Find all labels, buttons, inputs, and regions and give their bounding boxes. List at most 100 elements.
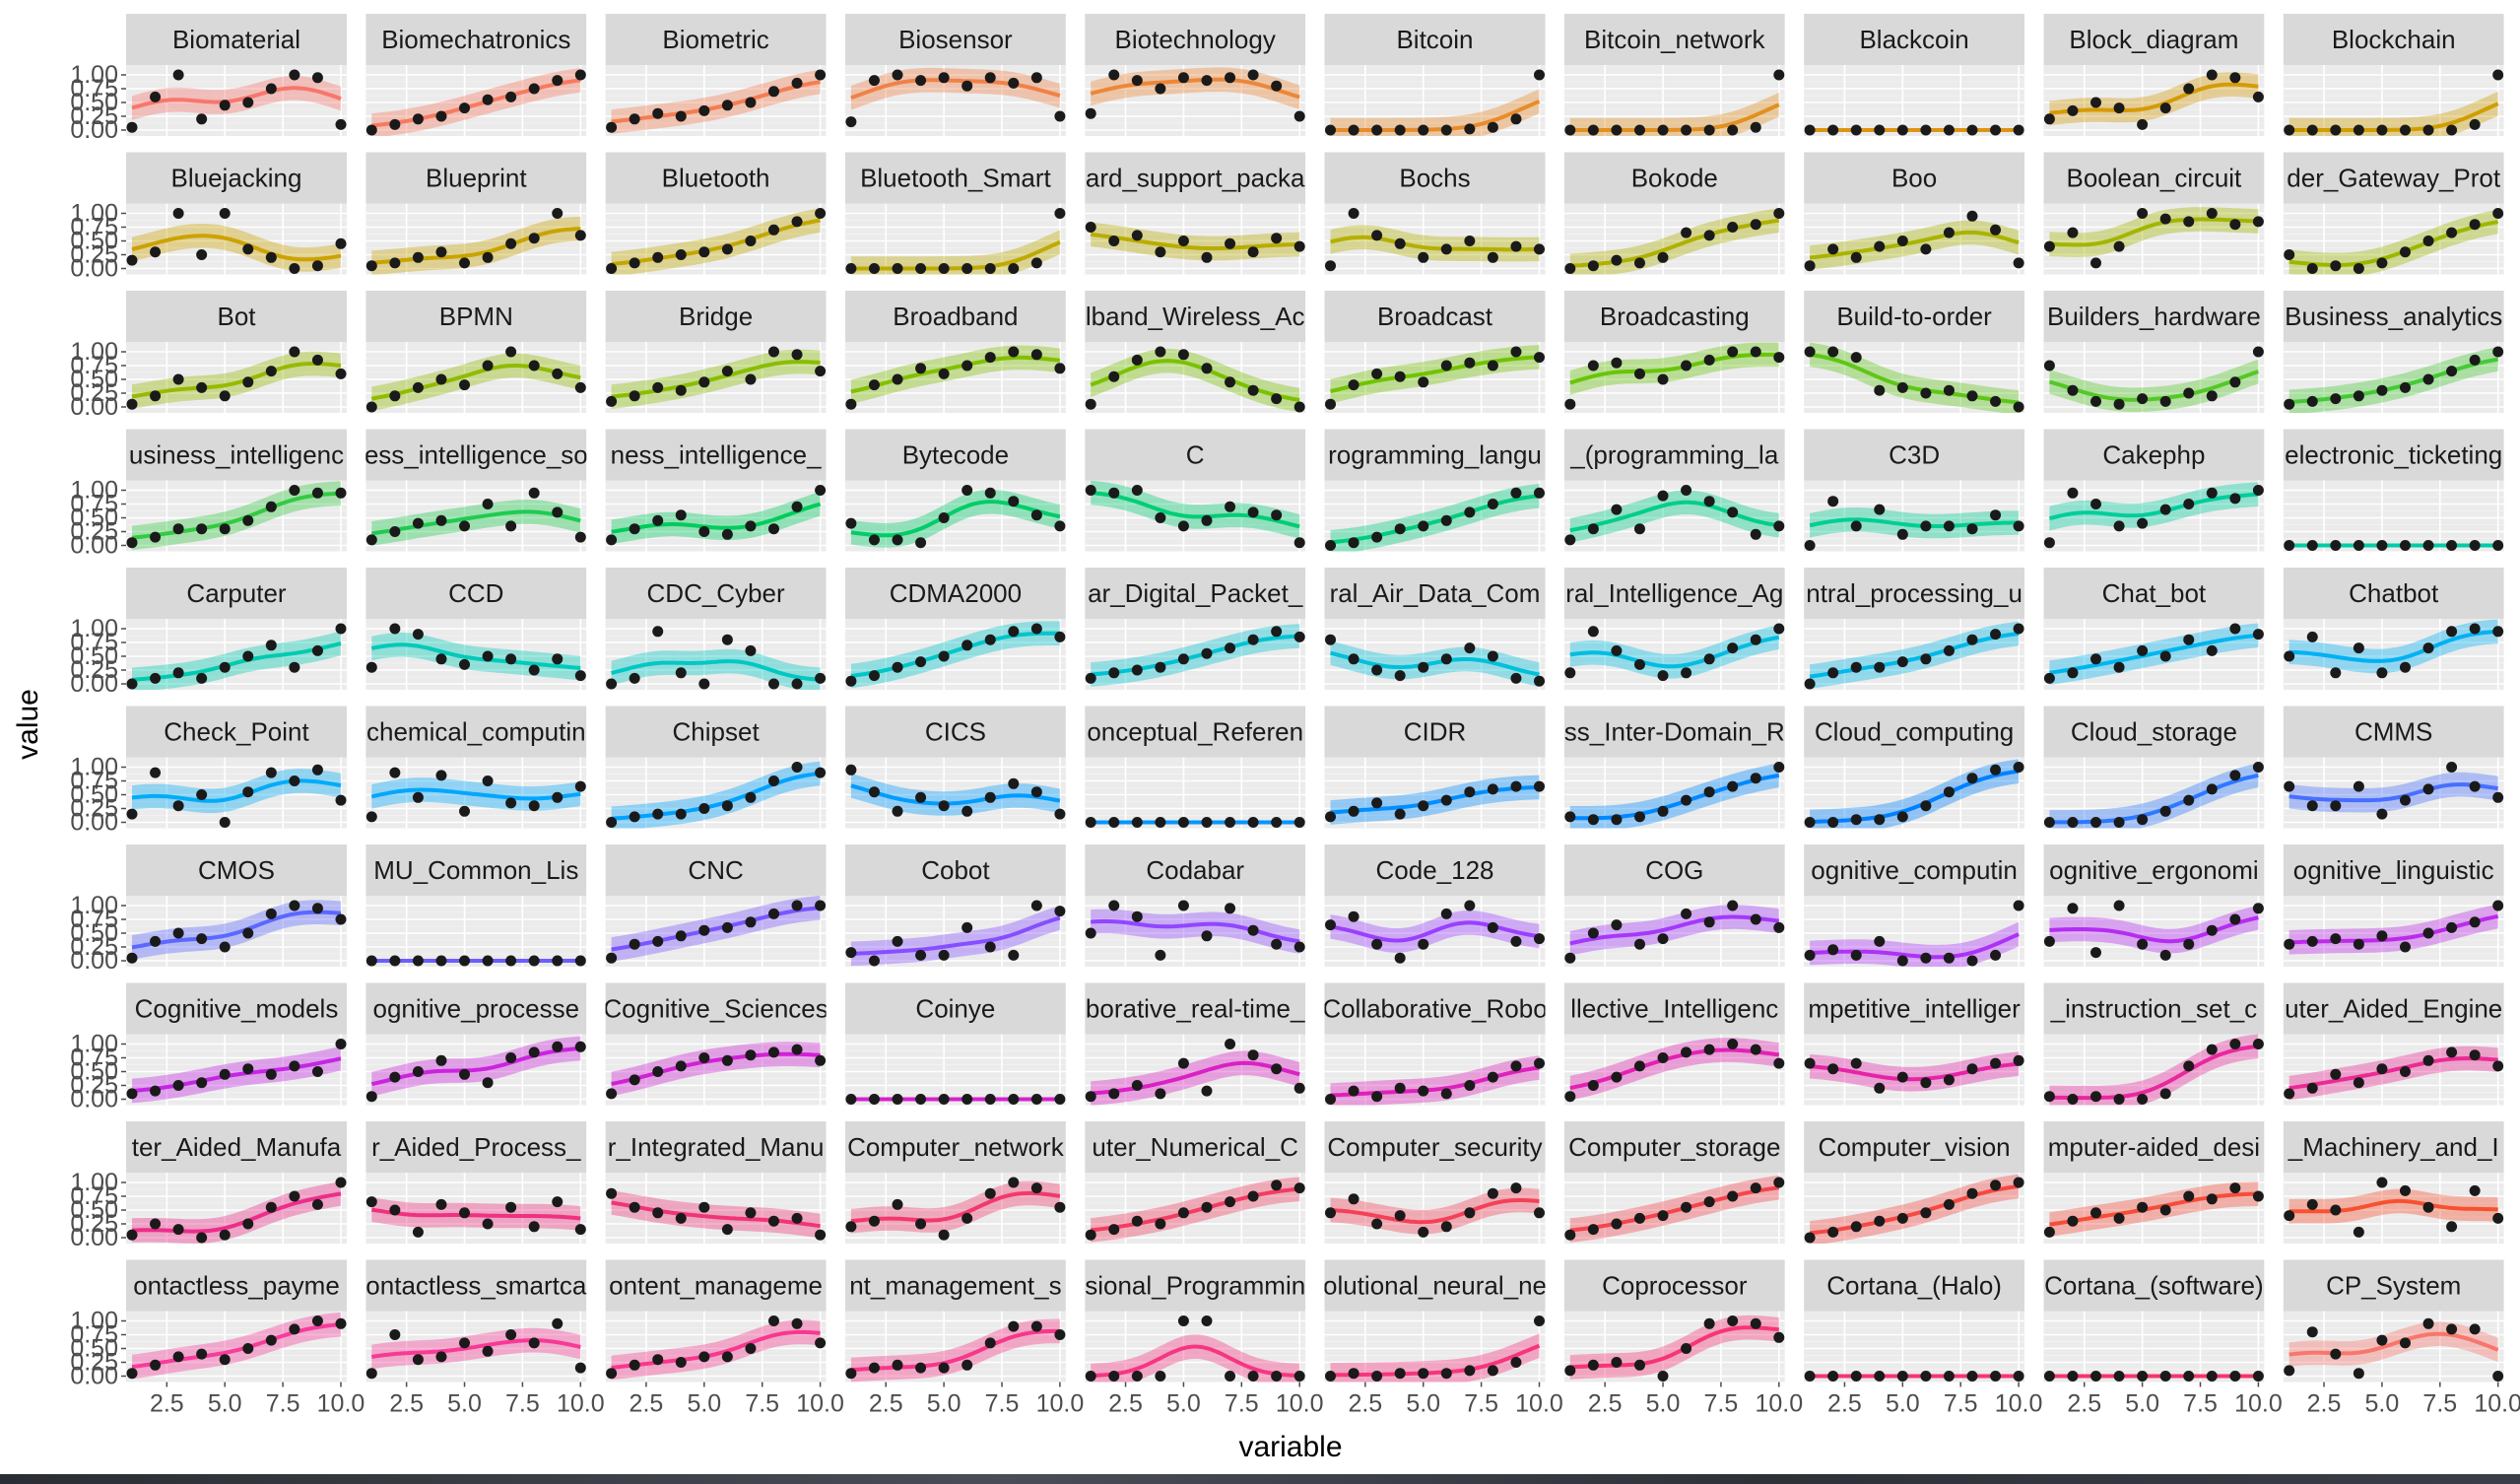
data-point <box>335 1317 347 1329</box>
data-point <box>172 69 184 81</box>
smooth-line <box>1809 517 2020 528</box>
data-point <box>2206 783 2218 795</box>
data-point <box>459 102 471 114</box>
facet-panel: lband_Wireless_Ac <box>1085 291 1306 413</box>
facet-strip-label: der_Gateway_Prot <box>2287 164 2501 193</box>
data-point <box>2159 650 2171 662</box>
data-point <box>1030 349 1042 361</box>
facet-strip-label: BPMN <box>439 302 513 331</box>
facet-panel-bg <box>126 480 347 552</box>
facet-strip <box>1563 152 1785 204</box>
data-point <box>845 398 857 410</box>
facet-panel-bg <box>1804 757 2025 829</box>
data-point <box>126 1368 138 1380</box>
data-point <box>1966 773 1978 784</box>
data-point <box>1394 670 1406 682</box>
data-point <box>574 230 586 241</box>
data-point <box>845 517 857 529</box>
data-point <box>2492 1060 2504 1072</box>
data-point <box>1611 1218 1623 1230</box>
confidence-ribbon <box>850 67 1060 110</box>
data-point <box>365 124 377 136</box>
data-point <box>574 531 586 543</box>
data-point <box>1703 1317 1715 1329</box>
data-point <box>1487 650 1498 662</box>
data-point <box>389 1204 401 1216</box>
smooth-line <box>850 1328 1060 1373</box>
data-point <box>791 1317 803 1329</box>
panels-layer: Biomaterial0.000.250.500.751.00Biomechat… <box>70 14 2520 1418</box>
x-tick-label: 7.5 <box>2183 1390 2218 1418</box>
data-point <box>2013 520 2024 532</box>
data-point <box>219 100 231 111</box>
facet-panel: _(programming_la <box>1563 429 1785 552</box>
facet-strip-label: Builders_hardware <box>2047 302 2261 331</box>
smooth-line <box>1809 632 2020 679</box>
data-point <box>629 1201 640 1213</box>
facet-panel: Broadcasting <box>1563 291 1785 413</box>
data-point <box>2067 1094 2079 1105</box>
data-point <box>2159 504 2171 515</box>
data-point <box>1177 236 1189 246</box>
data-point <box>1587 1224 1599 1236</box>
data-point <box>1348 911 1359 922</box>
data-point <box>1896 1212 1908 1224</box>
confidence-ribbon <box>611 492 821 544</box>
data-point <box>2159 102 2171 114</box>
data-point <box>868 534 880 546</box>
data-point <box>172 800 184 812</box>
data-point <box>1920 387 1932 399</box>
data-point <box>962 1359 973 1371</box>
data-point <box>1325 1207 1336 1219</box>
smooth-line <box>1809 1184 2020 1236</box>
data-point <box>1564 811 1576 823</box>
smooth-line <box>850 355 1061 394</box>
y-tick-label: 0.25 <box>70 379 118 407</box>
data-point <box>1681 1343 1692 1354</box>
data-point <box>1773 520 1785 532</box>
facet-strip <box>2043 706 2265 758</box>
data-point <box>698 1351 710 1363</box>
data-point <box>2067 487 2079 499</box>
x-tick-label: 10.0 <box>1276 1390 1324 1418</box>
data-point <box>915 263 927 274</box>
data-point <box>1054 1329 1066 1340</box>
data-point <box>698 803 710 814</box>
data-point <box>962 485 973 496</box>
x-axis-title: variable <box>1238 1431 1342 1463</box>
data-point <box>528 83 540 95</box>
smooth-line <box>2288 629 2498 663</box>
data-point <box>1827 817 1839 828</box>
facet-strip <box>365 152 587 204</box>
data-point <box>2353 938 2364 950</box>
data-point <box>1293 110 1305 122</box>
data-point <box>675 509 687 521</box>
facet-panel: mpetitive_intelliger <box>1804 982 2025 1106</box>
smooth-line <box>1090 232 1300 251</box>
facet-strip <box>1563 14 1785 65</box>
facet-strip-label: electronic_ticketing <box>2285 440 2502 470</box>
data-point <box>2113 1094 2125 1105</box>
x-tick-label: 2.5 <box>1827 1390 1862 1418</box>
data-point <box>1990 509 2002 521</box>
data-point <box>412 1066 424 1077</box>
data-point <box>1371 938 1383 950</box>
data-point <box>698 1052 710 1063</box>
data-point <box>915 363 927 374</box>
facet-panel-bg <box>365 1173 587 1244</box>
data-point <box>2330 800 2342 812</box>
facet-strip-label: uter_Aided_Engine <box>2285 994 2502 1024</box>
data-point <box>938 1094 950 1105</box>
facet-panel: C <box>1085 429 1306 552</box>
data-point <box>606 1187 618 1199</box>
data-point <box>172 208 184 219</box>
smooth-line <box>611 80 821 124</box>
data-point <box>1271 509 1283 521</box>
facet-strip <box>1563 291 1785 342</box>
data-point <box>1587 523 1599 535</box>
data-point <box>1131 354 1143 366</box>
data-point <box>984 1187 996 1199</box>
data-point <box>2013 623 2024 635</box>
data-point <box>1703 496 1715 507</box>
